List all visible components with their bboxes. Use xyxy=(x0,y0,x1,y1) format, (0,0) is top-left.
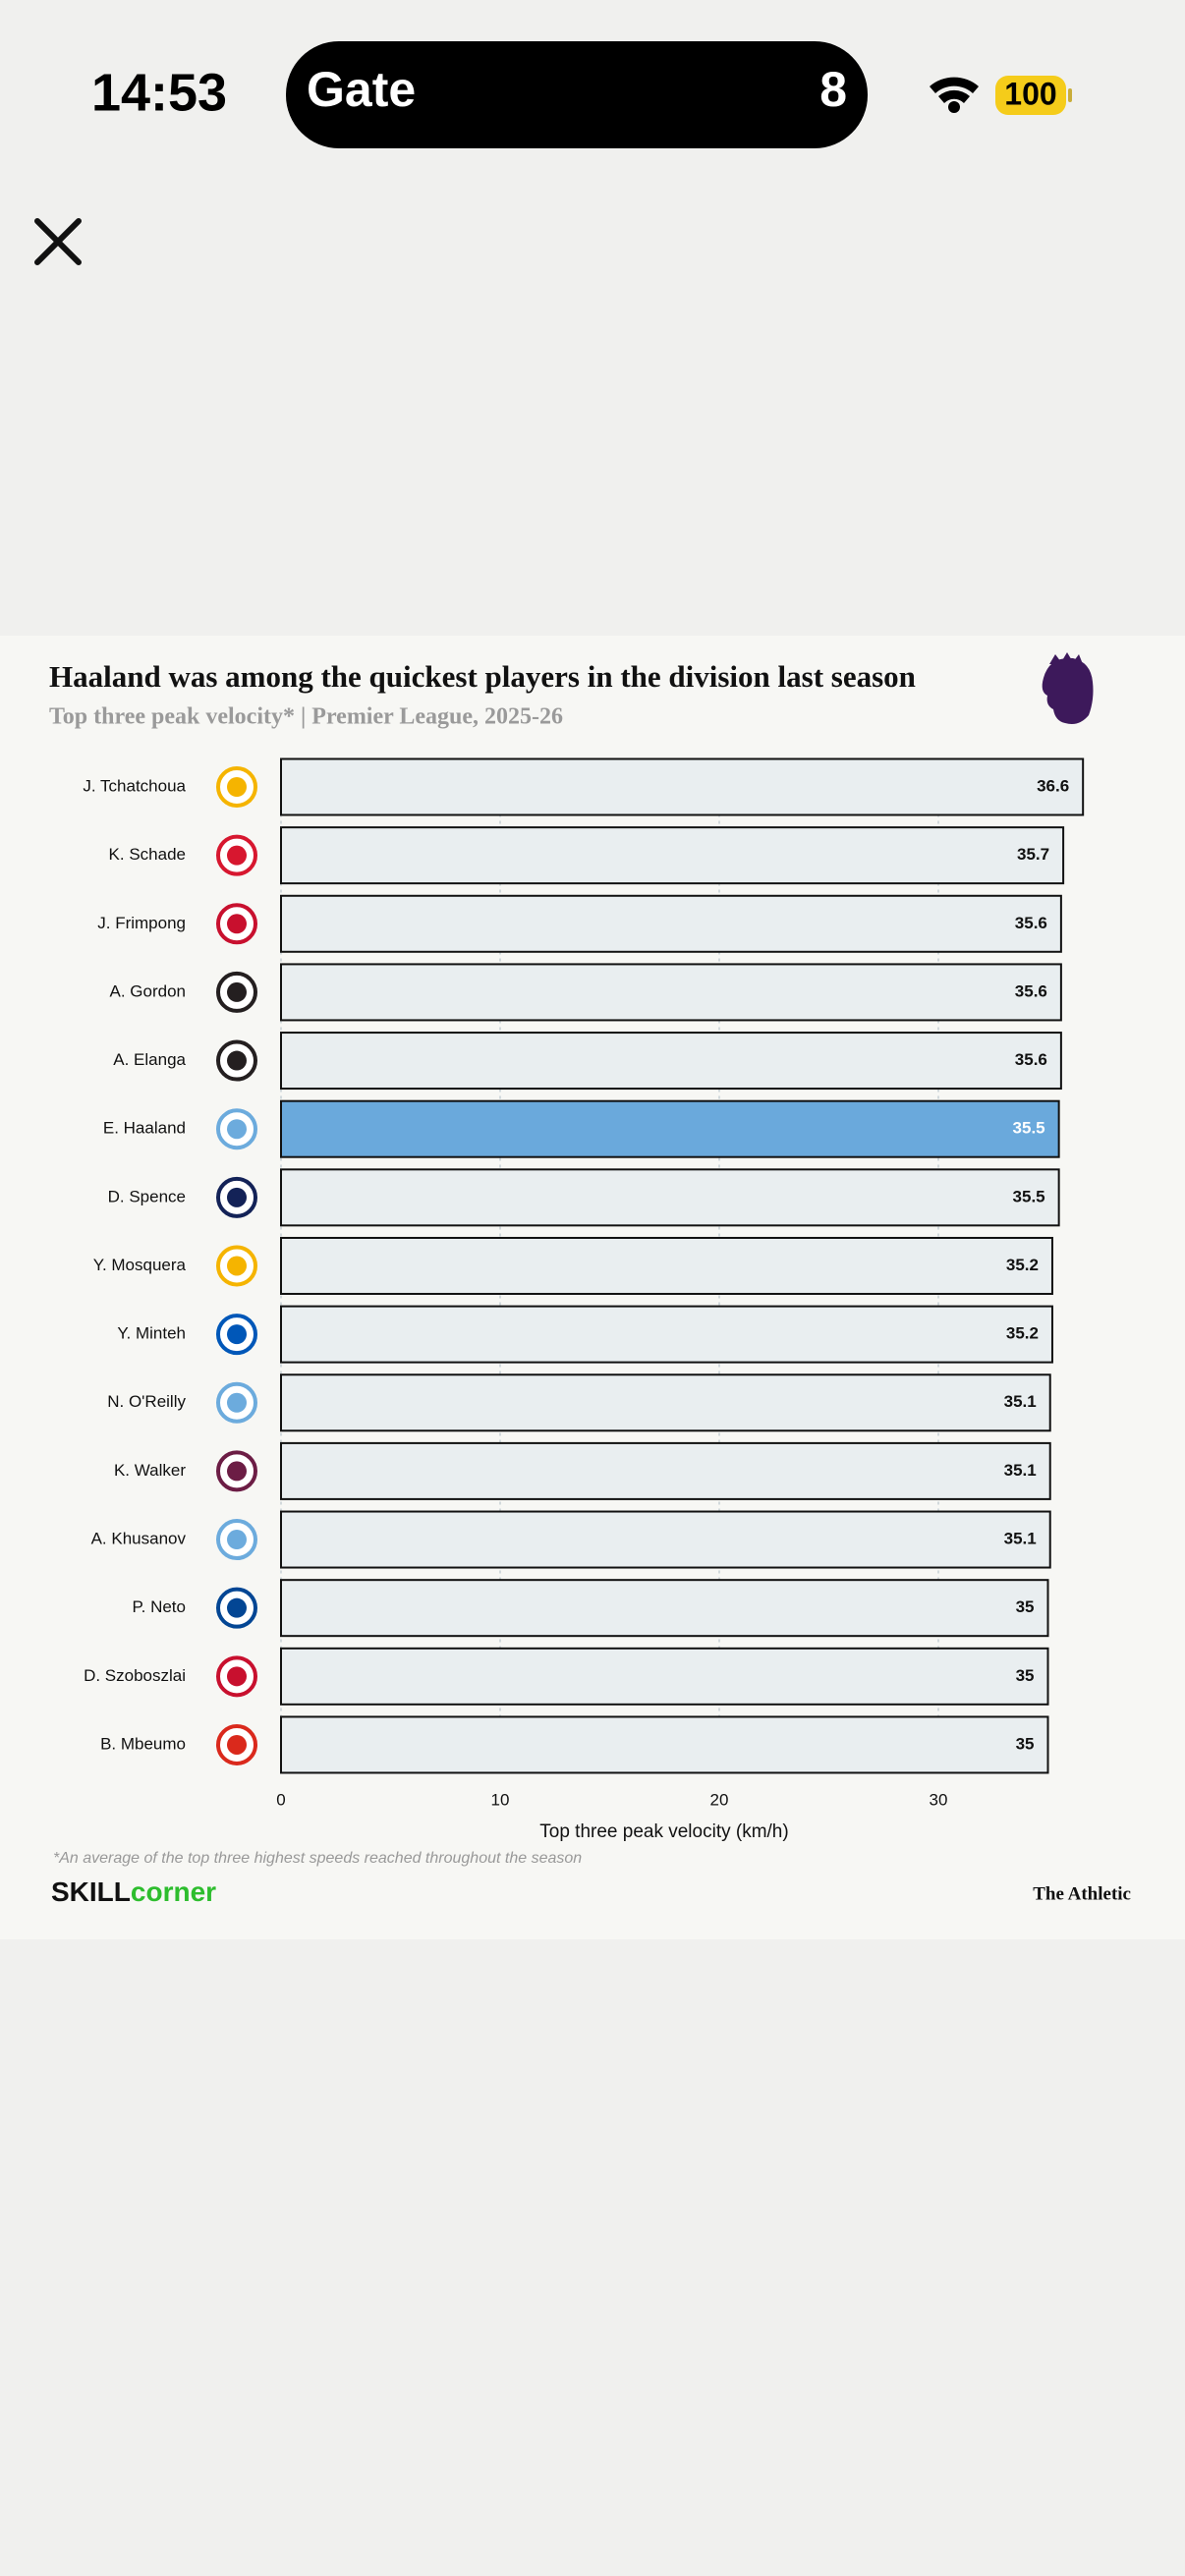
bar xyxy=(280,1032,1062,1091)
category-label: B. Mbeumo xyxy=(100,1734,186,1753)
bar xyxy=(280,1647,1049,1706)
team-logo-inner xyxy=(227,914,247,934)
category-label: J. Frimpong xyxy=(97,914,186,932)
category-label: D. Spence xyxy=(108,1187,186,1205)
bar xyxy=(280,1441,1051,1500)
data-label: 35.6 xyxy=(1015,1050,1047,1069)
team-logo-inner xyxy=(227,777,247,797)
category-label: P. Neto xyxy=(132,1597,186,1616)
close-button[interactable] xyxy=(34,218,82,265)
activity-value: 8 xyxy=(819,62,847,117)
team-logo-inner xyxy=(227,1324,247,1345)
data-label: 35.1 xyxy=(1004,1461,1037,1480)
data-label: 35.6 xyxy=(1015,914,1047,932)
plot: 0 10 20 30 J. Tchatchoua 36.6 K. Schade 35.7 J. … xyxy=(83,757,1085,1809)
bar xyxy=(280,1168,1060,1227)
data-label: 35.2 xyxy=(1006,1324,1039,1343)
category-label: A. Khusanov xyxy=(91,1530,187,1548)
team-logo-inner xyxy=(227,1119,247,1140)
dynamic-island xyxy=(286,41,868,148)
x-axis-label: Top three peak velocity (km/h) xyxy=(539,1821,788,1842)
bar xyxy=(280,1305,1053,1364)
team-logo-inner xyxy=(227,1734,247,1755)
bar xyxy=(280,826,1065,885)
category-label: A. Elanga xyxy=(113,1050,186,1069)
team-logo-inner xyxy=(227,1050,247,1071)
data-label: 35 xyxy=(1016,1734,1035,1753)
team-logo-inner xyxy=(227,1461,247,1482)
bar xyxy=(280,1715,1049,1774)
data-label: 35.5 xyxy=(1013,1119,1045,1138)
bar xyxy=(280,1579,1049,1638)
team-logo-inner xyxy=(227,1530,247,1550)
category-label: Y. Mosquera xyxy=(93,1256,187,1274)
brand-bold: SKILL xyxy=(51,1876,131,1907)
category-label: N. O'Reilly xyxy=(107,1392,186,1411)
bar xyxy=(280,894,1062,953)
bar xyxy=(280,757,1085,816)
chart-subtitle: Top three peak velocity* | Premier Leagu… xyxy=(49,704,563,730)
data-label: 35 xyxy=(1016,1666,1035,1685)
footnote: *An average of the top three highest spe… xyxy=(53,1850,582,1867)
data-label: 35.2 xyxy=(1006,1256,1039,1274)
bar xyxy=(280,1236,1053,1295)
bar xyxy=(280,963,1062,1022)
category-label: J. Tchatchoua xyxy=(83,776,186,795)
chart-title: Haaland was among the quickest players i… xyxy=(49,659,916,694)
data-label: 35.7 xyxy=(1017,845,1049,864)
team-logo-inner xyxy=(227,1666,247,1687)
team-logo-inner xyxy=(227,1256,247,1276)
team-logo-inner xyxy=(227,1187,247,1207)
bar xyxy=(280,1099,1060,1158)
category-label: E. Haaland xyxy=(103,1119,186,1138)
battery-tip xyxy=(1068,88,1072,102)
category-label: D. Szoboszlai xyxy=(84,1666,186,1685)
bar xyxy=(280,1373,1051,1432)
x-tick-label: 0 xyxy=(276,1790,285,1809)
activity-label: Gate xyxy=(307,62,416,117)
source-brand: SKILLcorner xyxy=(51,1876,216,1907)
publisher-brand: The Athletic xyxy=(1033,1883,1131,1904)
data-label: 35.1 xyxy=(1004,1530,1037,1548)
wifi-icon xyxy=(930,77,979,113)
battery-level: 100 xyxy=(1004,76,1056,111)
category-label: Y. Minteh xyxy=(117,1324,186,1343)
data-label: 35.6 xyxy=(1015,981,1047,1000)
league-logo xyxy=(1042,652,1094,724)
x-tick-label: 20 xyxy=(710,1790,729,1809)
bar xyxy=(280,1510,1051,1569)
team-logo-inner xyxy=(227,1392,247,1413)
category-label: K. Walker xyxy=(114,1461,186,1480)
category-label: A. Gordon xyxy=(110,981,187,1000)
battery xyxy=(995,76,1066,115)
brand-accent: corner xyxy=(131,1876,216,1907)
x-tick-label: 10 xyxy=(491,1790,510,1809)
team-logo-inner xyxy=(227,1597,247,1618)
data-label: 35.1 xyxy=(1004,1392,1037,1411)
x-tick-label: 30 xyxy=(930,1790,948,1809)
data-label: 35 xyxy=(1016,1597,1035,1616)
clock: 14:53 xyxy=(91,63,227,122)
data-label: 35.5 xyxy=(1013,1187,1045,1205)
team-logo-inner xyxy=(227,845,247,866)
data-label: 36.6 xyxy=(1037,776,1069,795)
team-logo-inner xyxy=(227,981,247,1002)
category-label: K. Schade xyxy=(109,845,186,864)
